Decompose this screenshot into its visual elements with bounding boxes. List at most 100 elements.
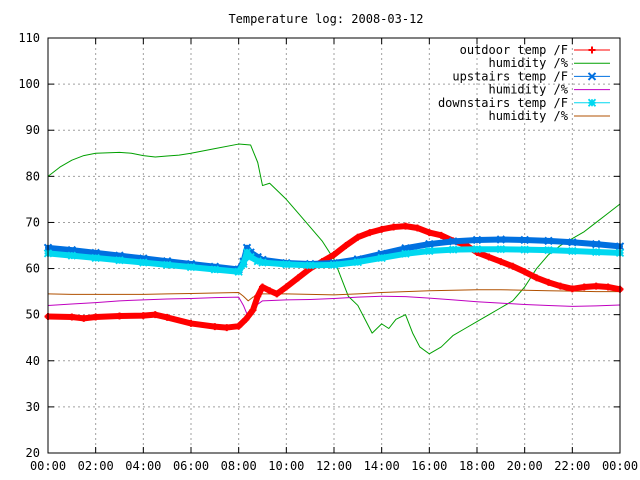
data-point <box>568 246 577 256</box>
plot-frame <box>47 37 621 454</box>
data-point <box>544 245 553 255</box>
data-point <box>425 246 434 256</box>
data-point <box>294 274 302 282</box>
x-tick-label: 08:00 <box>221 459 257 473</box>
x-axis-ticks: 00:00 02:00 04:00 06:00 08:00 10:00 12:00 14:00… <box>30 38 638 473</box>
data-point <box>568 285 576 293</box>
data-point <box>366 229 374 237</box>
data-point <box>401 249 410 258</box>
data-point <box>544 236 553 246</box>
legend-label: humidity /% <box>489 83 569 97</box>
legend-label: outdoor temp /F <box>460 43 568 57</box>
data-point <box>266 287 274 295</box>
data-point <box>306 261 315 270</box>
data-point <box>242 315 250 323</box>
series-line <box>47 289 621 302</box>
data-point <box>402 222 409 230</box>
series-4 <box>47 295 621 318</box>
legend-label: downstairs temp /F <box>438 96 568 110</box>
data-point <box>282 283 290 291</box>
data-point <box>116 312 123 320</box>
data-point <box>496 235 506 244</box>
data-point <box>139 312 147 320</box>
data-point <box>591 239 601 249</box>
series-6 <box>47 289 621 302</box>
x-tick-label: 12:00 <box>316 459 352 473</box>
data-point <box>223 324 231 332</box>
y-tick-label: 70 <box>26 215 40 229</box>
series-line <box>47 295 621 318</box>
series-line <box>47 143 621 355</box>
data-point <box>580 283 588 291</box>
data-point <box>497 258 505 266</box>
data-point <box>80 314 88 322</box>
data-point <box>472 235 482 245</box>
data-point <box>485 253 493 261</box>
y-tick-label: 90 <box>26 123 40 137</box>
x-tick-label: 10:00 <box>268 459 304 473</box>
data-point <box>604 283 612 291</box>
x-tick-label: 00:00 <box>602 459 638 473</box>
data-point <box>68 313 76 321</box>
series-5 <box>43 245 625 276</box>
x-tick-label: 02:00 <box>78 459 114 473</box>
legend-entry: humidity /% <box>489 109 610 123</box>
y-tick-label: 110 <box>18 31 40 45</box>
data-point <box>592 282 600 290</box>
data-point <box>239 259 248 269</box>
data-point <box>342 242 350 249</box>
data-point <box>115 256 124 265</box>
data-point <box>448 237 458 246</box>
data-point <box>329 260 339 270</box>
data-point <box>210 265 219 274</box>
data-point <box>472 245 482 254</box>
data-point <box>139 258 148 267</box>
legend-entry: upstairs temp /F <box>452 69 610 83</box>
series-2 <box>47 143 621 355</box>
data-point <box>282 260 291 269</box>
data-point <box>330 251 338 259</box>
plot-area <box>43 143 625 355</box>
data-point <box>187 319 195 327</box>
data-point <box>377 253 386 263</box>
data-point <box>425 229 433 237</box>
x-tick-label: 06:00 <box>173 459 209 473</box>
data-point <box>254 292 262 300</box>
y-tick-label: 80 <box>26 169 40 183</box>
y-tick-label: 40 <box>26 354 40 368</box>
x-tick-label: 20:00 <box>507 459 543 473</box>
x-tick-label: 18:00 <box>459 459 495 473</box>
legend-entry: downstairs temp /F <box>438 96 610 110</box>
data-point <box>509 262 517 270</box>
data-point <box>592 247 601 257</box>
data-point <box>249 306 257 314</box>
x-tick-label: 14:00 <box>364 459 400 473</box>
data-point <box>390 223 398 231</box>
data-point <box>67 251 76 260</box>
x-tick-label: 16:00 <box>411 459 447 473</box>
chart-title: Temperature log: 2008-03-12 <box>228 12 423 26</box>
data-point <box>259 283 266 291</box>
y-tick-label: 60 <box>26 262 40 276</box>
legend-marker <box>587 98 597 107</box>
data-point <box>378 225 386 233</box>
data-point <box>253 257 262 266</box>
legend-entry: humidity /% <box>489 83 610 97</box>
y-tick-label: 100 <box>18 77 40 91</box>
data-point <box>449 245 458 254</box>
x-tick-label: 04:00 <box>125 459 161 473</box>
data-point <box>568 238 577 247</box>
x-tick-label: 22:00 <box>554 459 590 473</box>
data-point <box>437 231 445 239</box>
y-tick-label: 50 <box>26 308 40 322</box>
data-point <box>234 267 243 276</box>
data-point <box>556 282 564 290</box>
data-point <box>186 263 196 272</box>
legend-marker <box>587 72 597 81</box>
legend-marker <box>588 46 596 54</box>
y-tick-label: 20 <box>26 446 40 460</box>
data-point <box>496 245 505 254</box>
data-point <box>425 239 434 249</box>
